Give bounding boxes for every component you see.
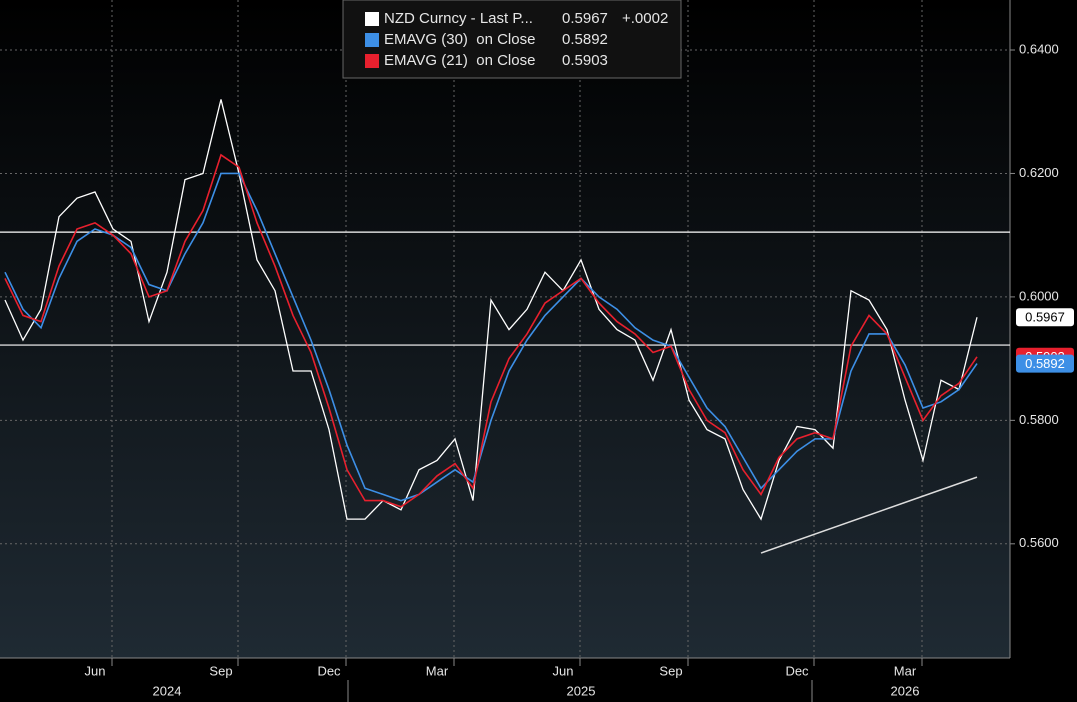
- x-tick-label: Jun: [85, 663, 106, 678]
- y-tick-label: 0.6000: [1019, 288, 1059, 303]
- legend-swatch: [365, 33, 379, 47]
- plot-area: [0, 0, 1010, 658]
- x-tick-label: Dec: [317, 663, 341, 678]
- legend-swatch: [365, 12, 379, 26]
- y-tick-label: 0.5600: [1019, 535, 1059, 550]
- legend-label: NZD Curncy - Last P...: [384, 10, 533, 27]
- last-value-label: 0.5892: [1025, 356, 1065, 371]
- x-tick-label: Mar: [426, 663, 449, 678]
- y-tick-label: 0.6200: [1019, 165, 1059, 180]
- last-value-tag: [1016, 308, 1074, 327]
- year-label: 2025: [567, 683, 596, 698]
- series-line: [4, 153, 978, 508]
- legend-box: [342, 0, 682, 79]
- series-line: [4, 99, 978, 521]
- legend-swatch: [365, 54, 379, 68]
- legend-label: EMAVG (21) on Close: [384, 52, 535, 69]
- x-tick-label: Dec: [785, 663, 809, 678]
- trend-line: [760, 476, 978, 554]
- legend: NZD Curncy - Last P... 0.5967 +.0002 EMAVG …: [342, 0, 682, 79]
- x-tick-label: Jun: [553, 663, 574, 678]
- x-tick-label: Sep: [659, 663, 682, 678]
- year-label: 2024: [153, 683, 182, 698]
- legend-label: EMAVG (30) on Close: [384, 31, 535, 48]
- legend-value: 0.5903: [562, 52, 608, 69]
- last-value-tag: [1016, 354, 1074, 373]
- last-value-label: 0.5967: [1025, 310, 1065, 325]
- legend-change: +.0002: [622, 10, 668, 27]
- x-tick-label: Sep: [209, 663, 232, 678]
- legend-value: 0.5892: [562, 31, 608, 48]
- y-tick-label: 0.6400: [1019, 41, 1059, 56]
- x-tick-label: Mar: [894, 663, 917, 678]
- y-tick-label: 0.5800: [1019, 412, 1059, 427]
- legend-value: 0.5967: [562, 10, 608, 27]
- year-label: 2026: [891, 683, 920, 698]
